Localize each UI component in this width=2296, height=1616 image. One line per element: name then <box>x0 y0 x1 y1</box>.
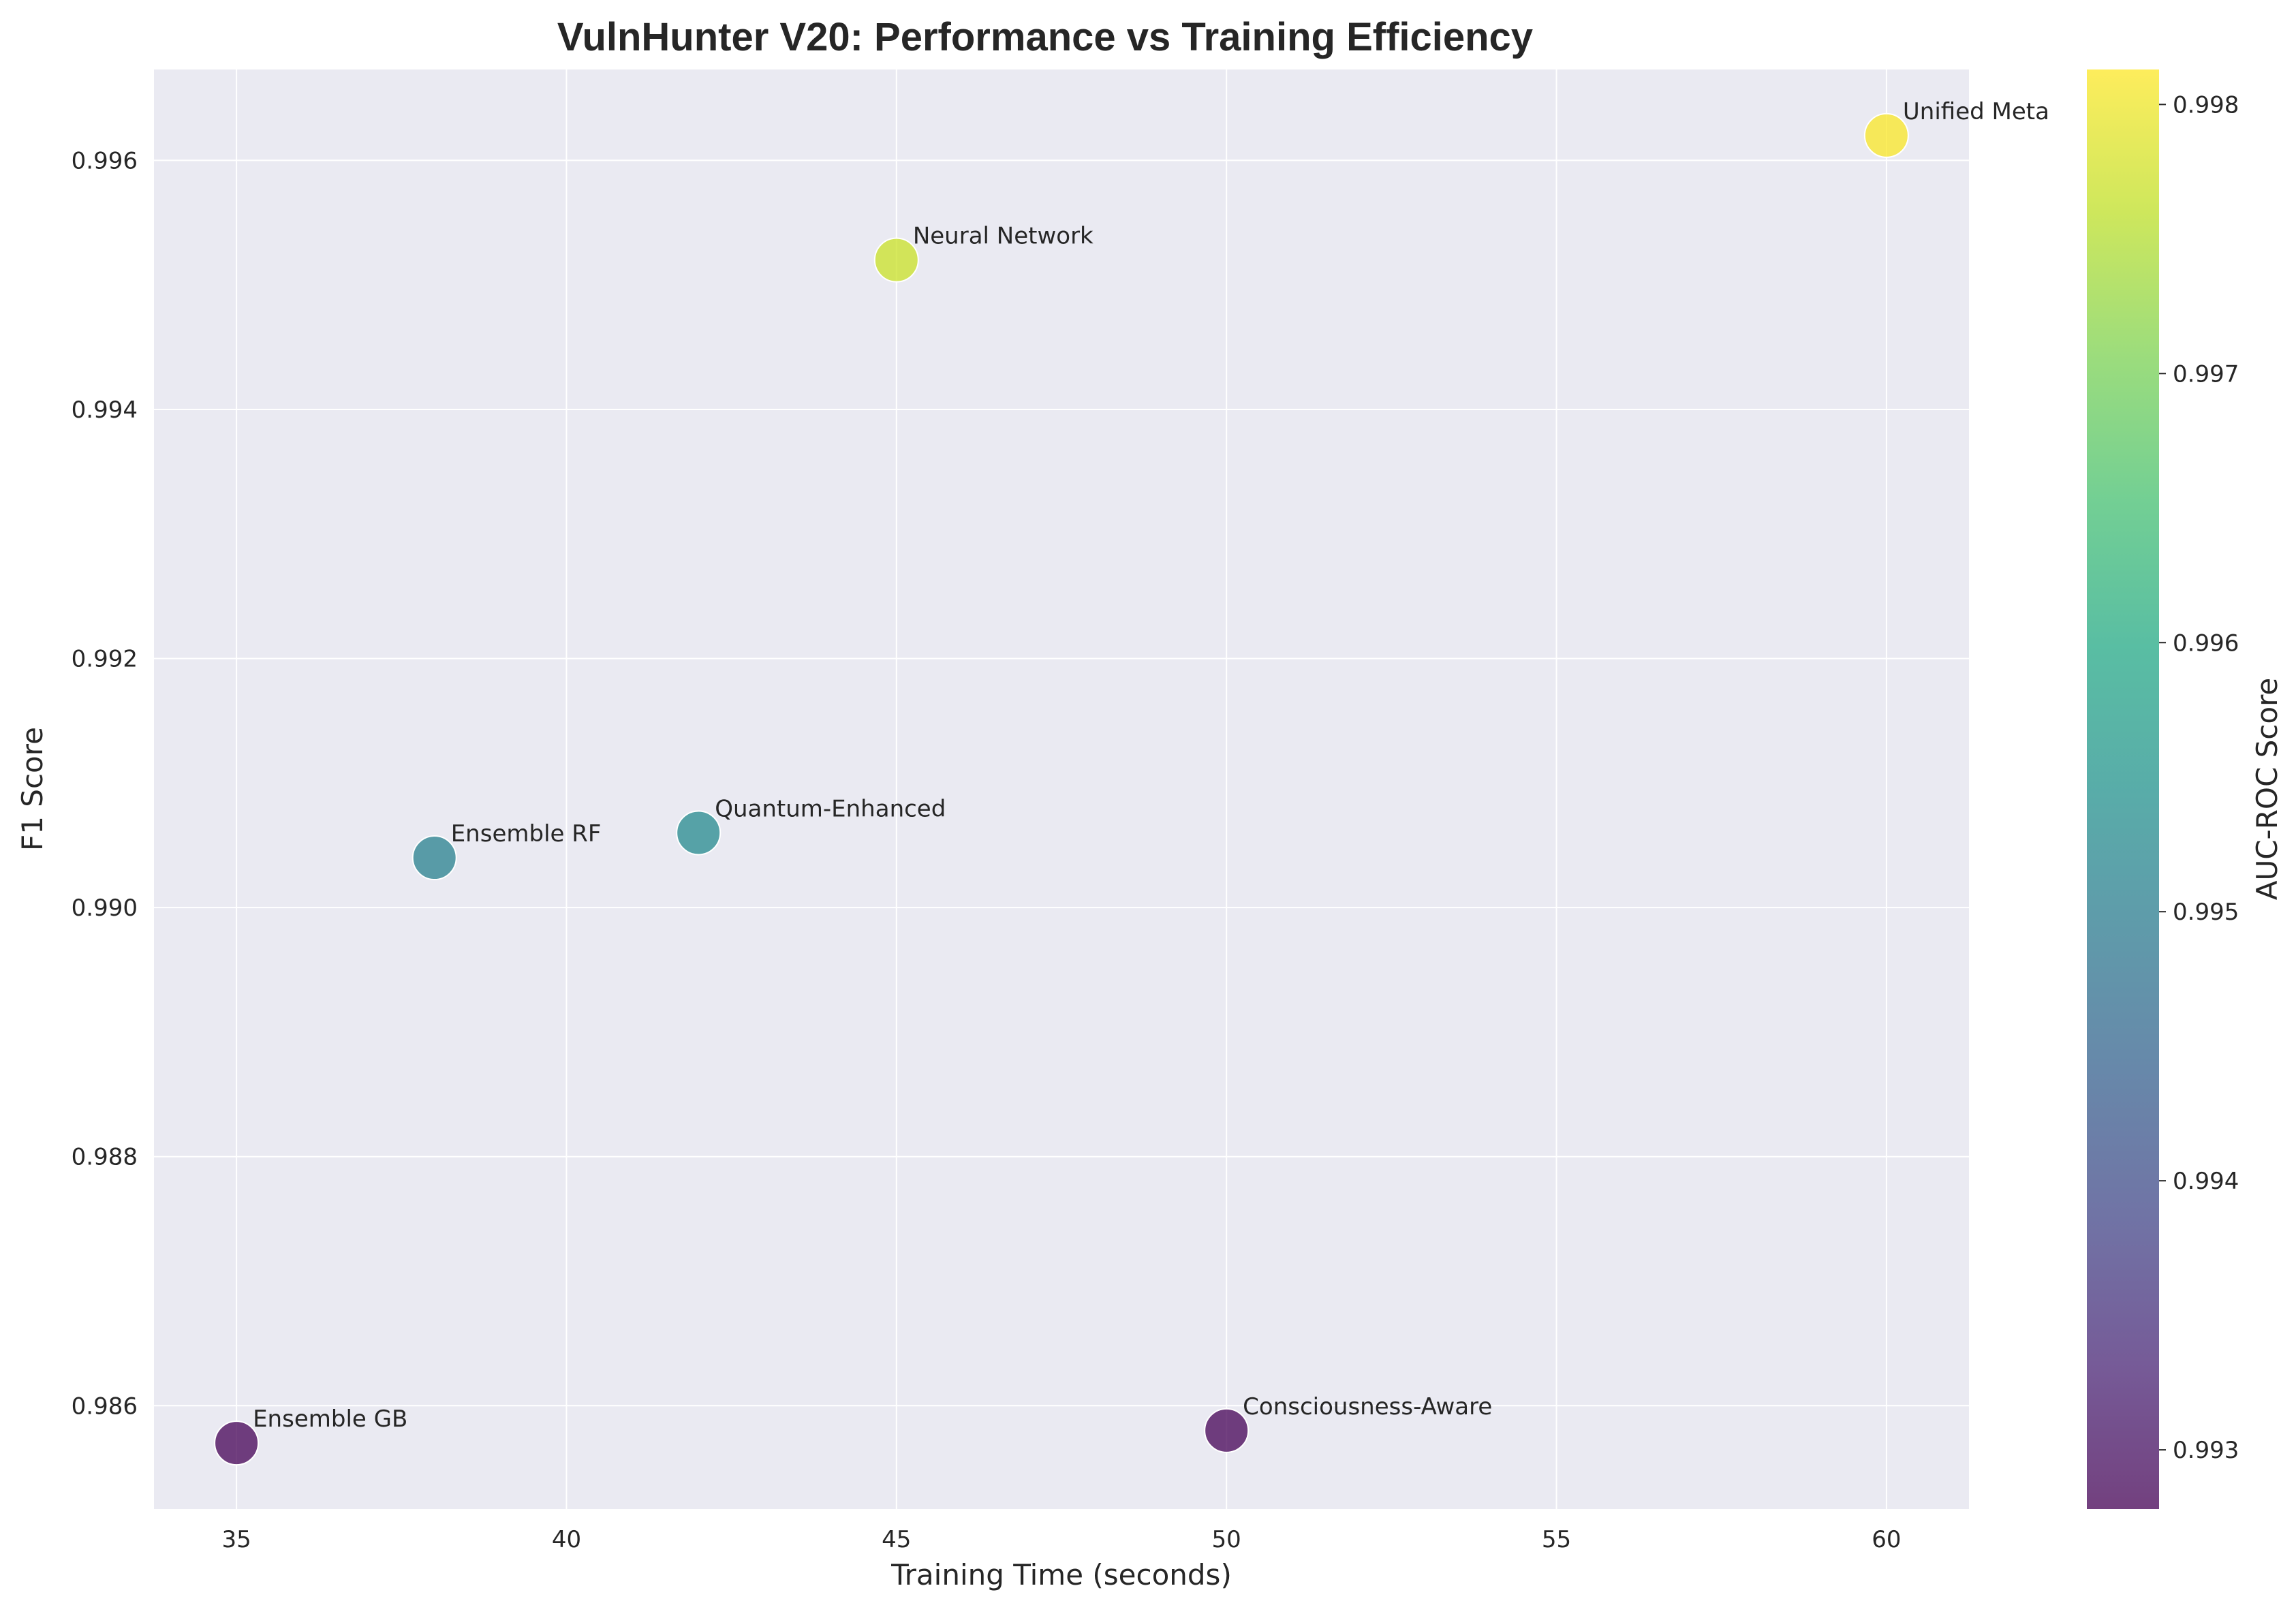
y-tick-label: 0.988 <box>72 1144 138 1171</box>
colorbar-tick-label: 0.995 <box>2173 899 2239 926</box>
data-point-label: Ensemble RF <box>451 820 602 848</box>
chart-title: VulnHunter V20: Performance vs Training … <box>557 15 1533 59</box>
y-tick-label: 0.990 <box>72 895 138 922</box>
data-point-label: Quantum-Enhanced <box>715 795 946 822</box>
y-tick-label: 0.996 <box>72 147 138 174</box>
data-points <box>214 112 1909 1466</box>
grid-lines <box>154 69 1969 1509</box>
colorbar <box>2087 69 2159 1509</box>
y-tick-label: 0.994 <box>72 397 138 424</box>
x-tick-label: 40 <box>552 1526 581 1553</box>
colorbar-tick-label: 0.997 <box>2173 360 2239 388</box>
data-point-label: Ensemble GB <box>253 1405 407 1433</box>
data-point <box>676 810 722 856</box>
data-point-label: Neural Network <box>913 223 1093 250</box>
y-axis-ticks: 0.986 0.988 0.990 0.992 0.994 0.996 <box>72 147 138 1420</box>
colorbar-tick-label: 0.996 <box>2173 630 2239 657</box>
data-point <box>873 237 919 283</box>
x-tick-label: 45 <box>882 1526 911 1553</box>
x-tick-label: 50 <box>1212 1526 1241 1553</box>
data-point-label: Consciousness-Aware <box>1243 1393 1492 1420</box>
data-point-label: Unified Meta <box>1903 98 2049 125</box>
data-point <box>214 1420 260 1466</box>
y-tick-label: 0.986 <box>72 1393 138 1420</box>
x-axis-ticks: 35 40 45 50 55 60 <box>221 1526 1901 1553</box>
colorbar-tick-label: 0.998 <box>2173 91 2239 119</box>
colorbar-tick-label: 0.993 <box>2173 1437 2239 1464</box>
data-point <box>1863 112 1909 158</box>
data-point <box>412 835 457 881</box>
x-axis-label: Training Time (seconds) <box>890 1558 1232 1591</box>
x-tick-label: 60 <box>1872 1526 1901 1553</box>
data-point-labels: Ensemble GB Ensemble RF Quantum-Enhanced Ne… <box>253 98 2049 1433</box>
colorbar-label: AUC-ROC Score <box>2250 678 2284 901</box>
data-point <box>1204 1408 1250 1453</box>
y-tick-label: 0.992 <box>72 646 138 673</box>
x-tick-label: 55 <box>1542 1526 1571 1553</box>
colorbar-tick-label: 0.994 <box>2173 1168 2239 1195</box>
y-axis-label: F1 Score <box>16 727 49 851</box>
colorbar-ticks: 0.993 0.994 0.995 0.996 0.997 0.998 <box>2159 91 2239 1464</box>
plot-area <box>154 69 1969 1509</box>
x-tick-label: 35 <box>221 1526 251 1553</box>
